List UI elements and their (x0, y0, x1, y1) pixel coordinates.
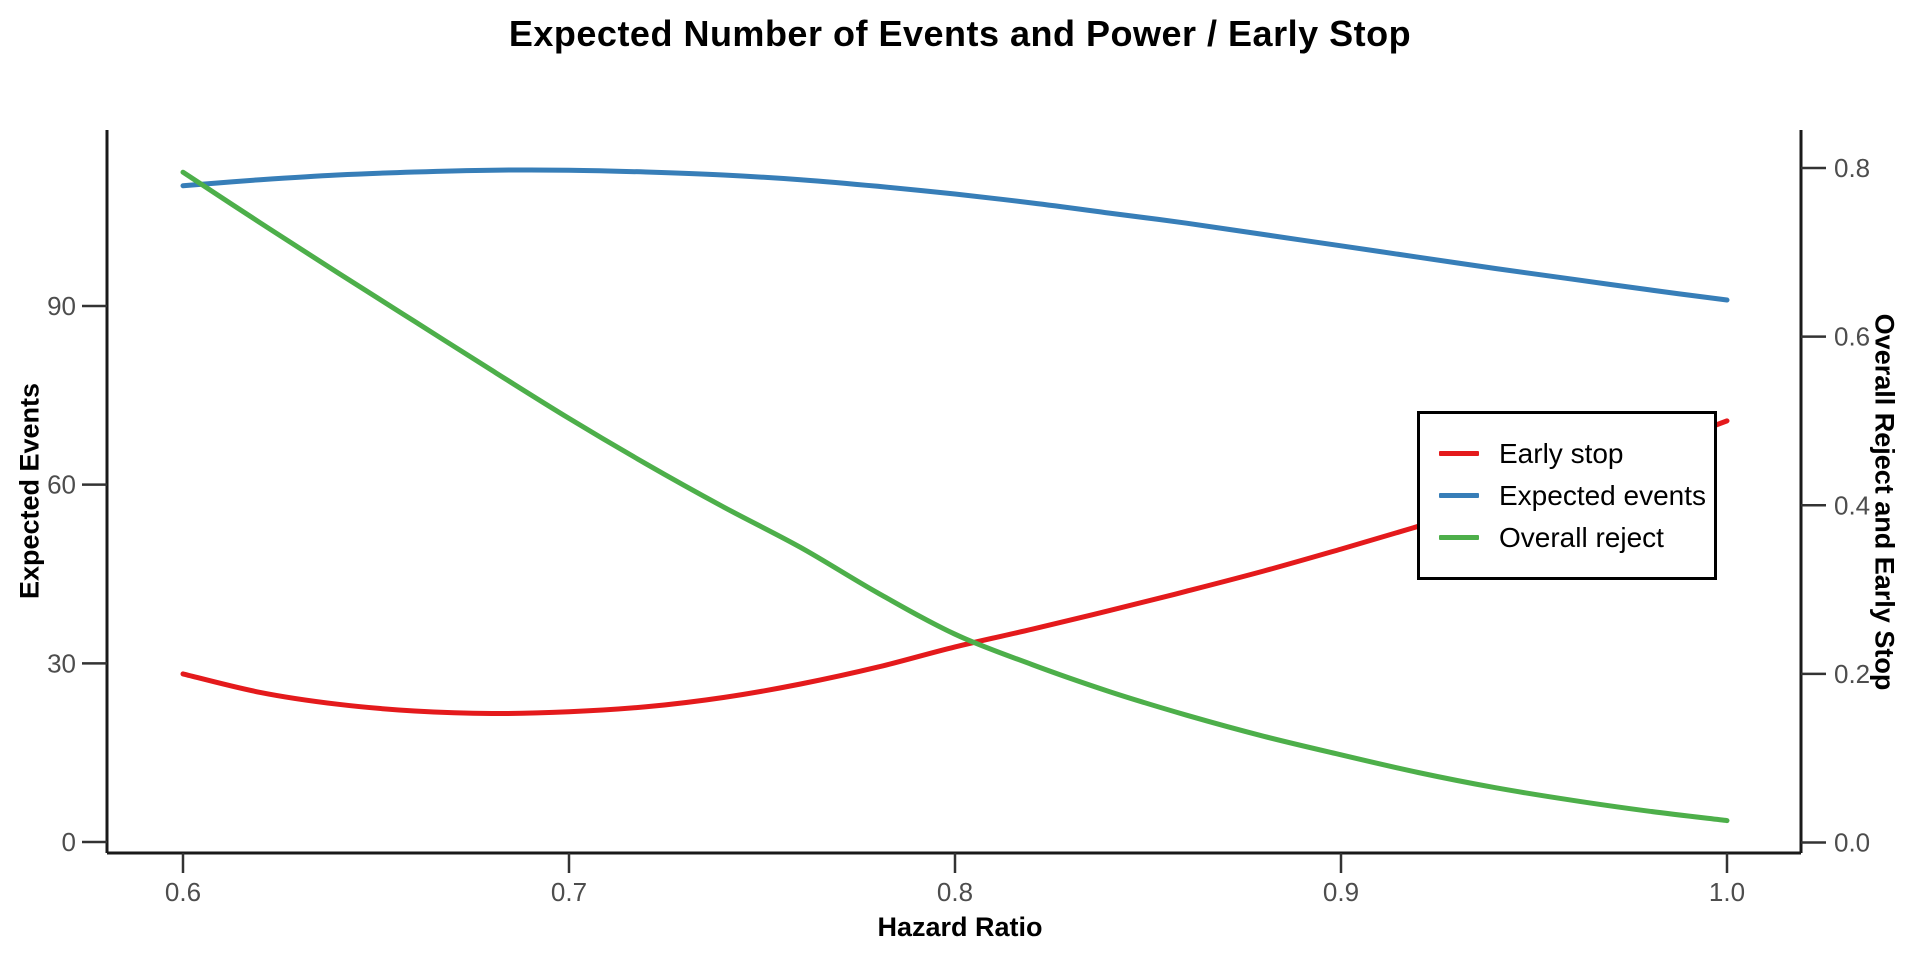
y-right-tick-label: 0.6 (1834, 322, 1870, 352)
legend-item-overall-reject: Overall reject (1420, 521, 1714, 553)
y-right-tick-label: 0.0 (1834, 828, 1870, 858)
overall-reject-line-swatch (1439, 535, 1479, 540)
x-tick-label: 0.8 (937, 877, 973, 907)
y-right-tick-label: 0.8 (1834, 153, 1870, 183)
x-tick-label: 0.9 (1323, 877, 1359, 907)
y-right-tick-label: 0.4 (1834, 490, 1870, 520)
series-line-expected-events (180, 167, 1730, 303)
legend-label: Overall reject (1499, 521, 1664, 553)
legend-item-early-stop: Early stop (1420, 437, 1714, 469)
x-axis-title: Hazard Ratio (877, 912, 1043, 942)
y-left-tick-label: 90 (47, 291, 76, 321)
legend-label: Expected events (1499, 479, 1707, 511)
legend-item-expected-events: Expected events (1420, 479, 1714, 511)
y-left-tick-label: 60 (47, 470, 76, 500)
legend-label: Early stop (1499, 437, 1624, 469)
expected-events-line-swatch (1439, 493, 1479, 498)
chart-title: Expected Number of Events and Power / Ea… (508, 13, 1412, 54)
early-stop-line-swatch (1439, 451, 1479, 456)
x-tick-label: 0.7 (551, 877, 587, 907)
y-left-tick-label: 0 (62, 827, 76, 857)
y-left-tick-label: 30 (47, 648, 76, 678)
legend: Early stop Expected events Overall rejec… (1417, 411, 1717, 580)
series-line-overall-reject (180, 169, 1730, 824)
x-tick-label: 1.0 (1709, 877, 1745, 907)
x-tick-label: 0.6 (165, 877, 201, 907)
y-right-tick-label: 0.2 (1834, 659, 1870, 689)
